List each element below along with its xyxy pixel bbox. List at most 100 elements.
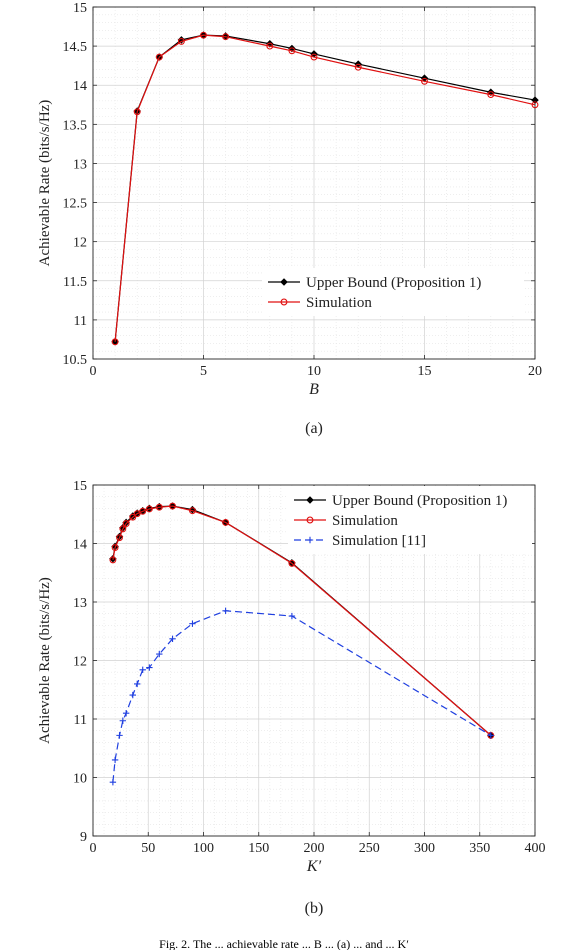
y-tick-label: 13.5 (63, 118, 88, 133)
x-tick-label: 0 (90, 364, 97, 379)
chart-panel-a: 0 5 10 15 20 10.5 11 11.5 12 12.5 13 13.5 14 14.5 15 B A… (37, 1, 542, 437)
data-point (288, 612, 296, 620)
data-point (531, 101, 539, 109)
y-tick-label: 10.5 (63, 353, 88, 368)
data-point (111, 756, 119, 764)
chart-panel-b: 0 50 100 150 200 250 300 350 400 9 10 11 12 13 14 15 K′ A… (37, 479, 546, 917)
y-tick-label: 9 (80, 830, 87, 845)
data-point (169, 502, 177, 510)
y-tick-label: 13 (73, 157, 87, 172)
series-line (114, 34, 536, 342)
legend-label: Simulation [11] (332, 533, 426, 549)
x-tick-label: 250 (359, 841, 380, 856)
y-tick-label: 12 (73, 655, 87, 670)
data-point (119, 525, 127, 533)
data-point (200, 31, 207, 39)
data-point (189, 507, 196, 515)
data-point (222, 33, 230, 41)
legend-marker (280, 278, 288, 286)
y-tick-label: 14 (73, 79, 87, 94)
data-point (354, 63, 362, 71)
x-tick-label: 150 (248, 841, 269, 856)
x-tick-label: 0 (90, 841, 97, 856)
data-point (487, 732, 494, 739)
y-tick-label: 13 (73, 596, 87, 611)
y-tick-label: 14.5 (63, 40, 88, 55)
data-point (155, 503, 163, 511)
tick-labels: 0 50 100 150 200 250 300 350 400 9 10 11 12 13 14 15 (73, 479, 546, 856)
legend-label: Upper Bound (Proposition 1) (332, 493, 507, 509)
x-tick-label: 5 (200, 364, 207, 379)
y-tick-label: 14 (73, 538, 87, 553)
series-simulation (111, 31, 539, 346)
legend-box (288, 486, 532, 554)
y-axis-label: Achievable Rate (bits/s/Hz) (37, 100, 53, 267)
data-point (531, 96, 539, 104)
data-point (109, 556, 117, 564)
series-simulation-11- (109, 607, 494, 786)
legend-marker (306, 536, 314, 544)
data-point (122, 520, 130, 528)
data-point (111, 338, 119, 346)
legend-marker (306, 496, 314, 504)
data-point (487, 91, 495, 99)
data-point (111, 544, 119, 552)
x-tick-label: 15 (418, 364, 432, 379)
x-tick-label: 300 (414, 841, 435, 856)
data-point (139, 666, 146, 674)
data-point (288, 559, 296, 567)
data-point (155, 53, 163, 61)
data-point (169, 635, 176, 643)
panel-label: (b) (305, 900, 324, 917)
data-point (133, 510, 141, 518)
y-tick-label: 12 (73, 236, 87, 251)
y-tick-label: 15 (73, 479, 87, 494)
data-point (156, 650, 163, 658)
data-point (288, 47, 296, 55)
data-point (134, 680, 141, 688)
y-tick-label: 11 (74, 314, 87, 329)
data-point (129, 513, 137, 521)
x-tick-label: 400 (525, 841, 546, 856)
tick-labels: 0 5 10 15 20 10.5 11 11.5 12 12.5 13 13.5 14 14.5 15 (63, 1, 543, 379)
x-tick-label: 100 (193, 841, 214, 856)
legend-marker (280, 298, 288, 306)
data-point (310, 53, 318, 61)
data-point (266, 42, 274, 50)
data-point (139, 507, 147, 515)
data-point (129, 691, 136, 699)
data-point (122, 709, 130, 717)
x-tick-label: 50 (141, 841, 155, 856)
legend-label: Simulation (332, 513, 398, 529)
x-tick-label: 10 (307, 364, 321, 379)
data-point (116, 732, 123, 739)
data-point (421, 77, 428, 85)
data-point (119, 717, 127, 724)
data-point (133, 108, 141, 116)
x-tick-label: 20 (528, 364, 542, 379)
data-point (189, 620, 196, 627)
legend-label: Upper Bound (Proposition 1) (306, 275, 481, 291)
legend: Upper Bound (Proposition 1) Simulation Sim… (288, 486, 532, 554)
x-tick-label: 350 (469, 841, 490, 856)
y-tick-label: 11.5 (63, 275, 87, 290)
x-axis-label: K′ (306, 858, 322, 875)
y-tick-label: 11 (74, 713, 87, 728)
series-simulation (109, 502, 495, 739)
data-point (109, 778, 117, 786)
y-tick-label: 10 (73, 772, 87, 787)
data-point (222, 607, 229, 614)
data-point (177, 37, 185, 45)
legend-label: Simulation (306, 295, 372, 311)
data-point (116, 534, 123, 542)
data-point (145, 505, 153, 513)
legend-box (262, 268, 524, 316)
y-tick-label: 12.5 (63, 197, 88, 212)
figure-caption-fragment: Fig. 2. The ... achievable rate ... B ..… (159, 938, 409, 950)
panel-label: (a) (305, 420, 323, 437)
x-tick-label: 200 (304, 841, 325, 856)
y-axis-label: Achievable Rate (bits/s/Hz) (37, 577, 53, 744)
data-point (146, 664, 153, 671)
y-tick-label: 15 (73, 1, 87, 16)
